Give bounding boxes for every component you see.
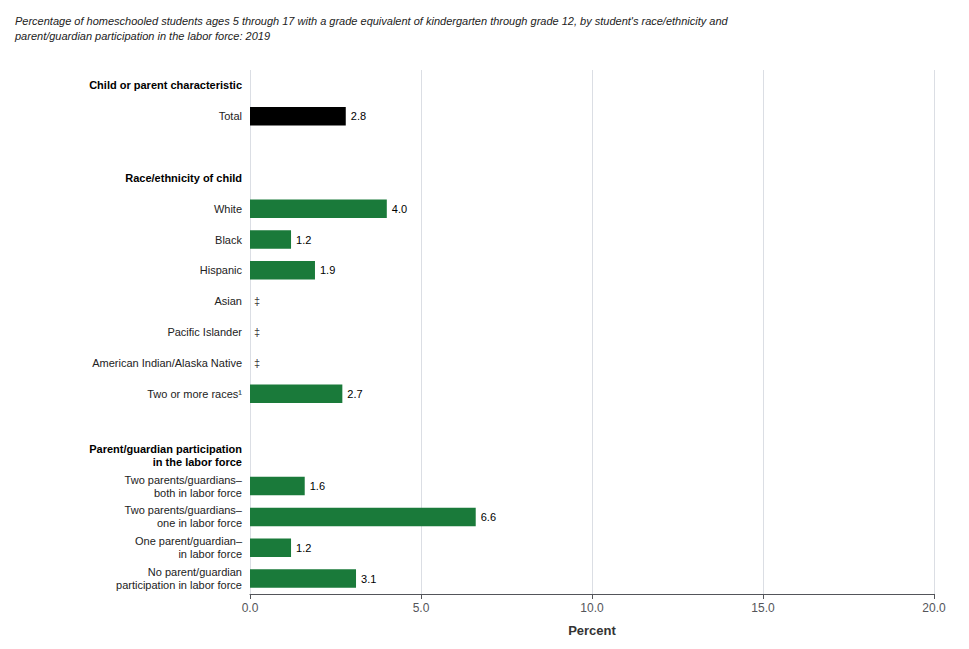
svg-text:2.8: 2.8 — [351, 110, 366, 122]
svg-text:5.0: 5.0 — [413, 601, 430, 615]
svg-text:Two parents/guardians–: Two parents/guardians– — [125, 474, 243, 486]
svg-text:One parent/guardian–: One parent/guardian– — [135, 535, 243, 547]
svg-text:Hispanic: Hispanic — [200, 264, 243, 276]
svg-text:0.0: 0.0 — [242, 601, 259, 615]
svg-text:participation in labor force: participation in labor force — [116, 579, 242, 591]
svg-text:Pacific Islander: Pacific Islander — [167, 326, 242, 338]
svg-text:10.0: 10.0 — [580, 601, 604, 615]
svg-text:in labor force: in labor force — [178, 548, 242, 560]
svg-text:1.2: 1.2 — [296, 234, 311, 246]
svg-text:Percent: Percent — [568, 623, 616, 638]
svg-text:1.6: 1.6 — [310, 480, 325, 492]
svg-text:Asian: Asian — [214, 295, 242, 307]
svg-text:‡: ‡ — [254, 326, 260, 338]
svg-text:Race/ethnicity of child: Race/ethnicity of child — [125, 172, 242, 184]
svg-text:both in labor force: both in labor force — [154, 487, 242, 499]
svg-text:in the labor force: in the labor force — [153, 456, 242, 468]
svg-text:Parent/guardian participation: Parent/guardian participation — [89, 443, 242, 455]
svg-text:‡: ‡ — [254, 295, 260, 307]
svg-text:1.2: 1.2 — [296, 542, 311, 554]
svg-text:15.0: 15.0 — [751, 601, 775, 615]
svg-text:Percentage of homeschooled stu: Percentage of homeschooled students ages… — [15, 15, 729, 27]
svg-text:4.0: 4.0 — [392, 203, 407, 215]
svg-text:No parent/guardian: No parent/guardian — [148, 566, 242, 578]
svg-text:2.7: 2.7 — [347, 388, 362, 400]
svg-text:Total: Total — [219, 110, 242, 122]
svg-text:Black: Black — [215, 234, 242, 246]
svg-text:1.9: 1.9 — [320, 264, 335, 276]
svg-text:‡: ‡ — [254, 357, 260, 369]
svg-text:6.6: 6.6 — [481, 511, 496, 523]
svg-text:Two parents/guardians–: Two parents/guardians– — [125, 504, 243, 516]
svg-text:one in labor force: one in labor force — [157, 517, 242, 529]
svg-text:3.1: 3.1 — [361, 573, 376, 585]
svg-text:parent/guardian participation: parent/guardian participation in the lab… — [14, 30, 270, 42]
svg-text:Two or more races¹: Two or more races¹ — [147, 388, 242, 400]
svg-text:Child or parent characteristic: Child or parent characteristic — [89, 79, 242, 91]
svg-text:American Indian/Alaska Native: American Indian/Alaska Native — [92, 357, 242, 369]
svg-text:White: White — [214, 203, 242, 215]
svg-text:20.0: 20.0 — [922, 601, 946, 615]
